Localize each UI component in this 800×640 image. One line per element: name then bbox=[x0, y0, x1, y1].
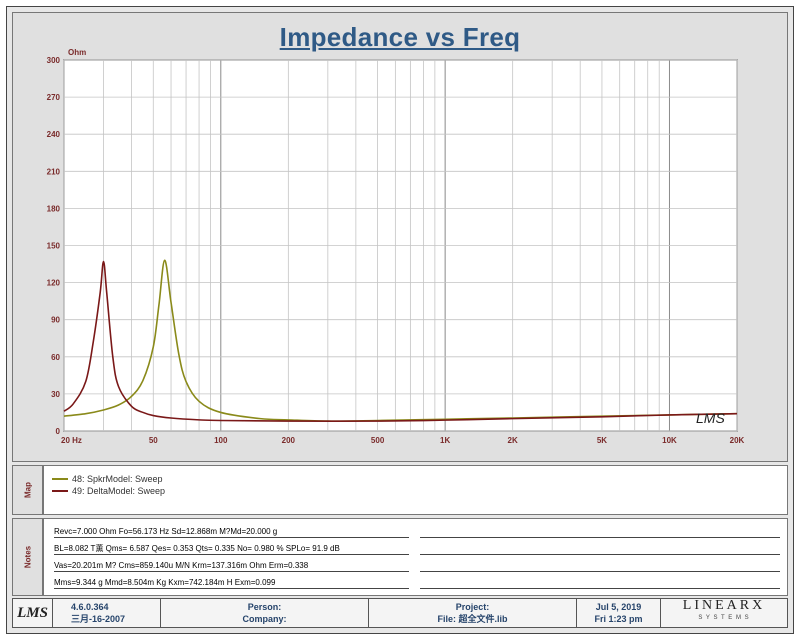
y-tick-label: 180 bbox=[47, 204, 61, 213]
notes-tab: Notes bbox=[12, 518, 43, 596]
y-tick-label: 30 bbox=[51, 390, 60, 399]
x-tick-label: 200 bbox=[282, 436, 296, 445]
linearx-systems-text: S Y S T E M S bbox=[698, 615, 750, 621]
lms-watermark-logo: LMS bbox=[696, 410, 725, 426]
y-tick-label: 120 bbox=[47, 279, 61, 288]
company-label: Company: bbox=[242, 614, 287, 624]
map-tab-label: Map bbox=[23, 482, 32, 498]
legend-swatch bbox=[52, 478, 68, 480]
x-tick-label: 5K bbox=[597, 436, 607, 445]
note-line: Mms=9.344 g Mmd=8.504m Kg Kxm=742.184m H… bbox=[54, 577, 409, 589]
linearx-logo: LINEARX bbox=[682, 598, 766, 613]
note-line: Vas=20.201m M? Cms=859.140u M/N Krm=137.… bbox=[54, 560, 409, 572]
person-label: Person: bbox=[247, 602, 282, 612]
x-tick-label: 2K bbox=[508, 436, 518, 445]
notes-tab-label: Notes bbox=[23, 545, 32, 569]
series-line-2 bbox=[63, 260, 738, 423]
x-tick-label: 1K bbox=[440, 436, 450, 445]
note-blank-line bbox=[420, 577, 780, 589]
grid bbox=[63, 59, 738, 432]
series bbox=[63, 259, 738, 423]
legend-label: 48: SpkrModel: Sweep bbox=[72, 474, 163, 484]
y-tick-label: 210 bbox=[47, 167, 61, 176]
y-tick-label: 90 bbox=[51, 316, 60, 325]
footer-date-cell: Jul 5, 2019 Fri 1:23 pm bbox=[577, 599, 661, 627]
x-ticks: 20 Hz 50 100 200 500 1K 2K 5K 10K 20K bbox=[61, 436, 745, 445]
project-label: Project: bbox=[455, 602, 490, 612]
x-tick-label: 100 bbox=[214, 436, 228, 445]
note-blank-line bbox=[420, 560, 780, 572]
version-date: 三月-16-2007 bbox=[71, 614, 126, 624]
footer-bar: LMS 4.6.0.364 三月-16-2007 Person: Company… bbox=[12, 598, 788, 628]
version-number: 4.6.0.364 bbox=[71, 602, 109, 612]
y-tick-label: 0 bbox=[56, 427, 61, 436]
note-blank-line bbox=[420, 543, 780, 555]
x-tick-label: 50 bbox=[149, 436, 158, 445]
footer-project-cell: Project: File: 超全文件.lib bbox=[369, 599, 577, 627]
y-axis-label: Ohm bbox=[68, 48, 86, 57]
note-line: Revc=7.000 Ohm Fo=56.173 Hz Sd=12.868m M… bbox=[54, 526, 409, 538]
note-line: BL=8.082 T薫 Qms= 6.587 Qes= 0.353 Qts= 0… bbox=[54, 543, 409, 555]
y-tick-label: 270 bbox=[47, 93, 61, 102]
y-ticks: 0 30 60 90 120 150 180 210 240 270 300 bbox=[47, 56, 61, 436]
report-date: Jul 5, 2019 bbox=[595, 602, 642, 612]
report-time: Fri 1:23 pm bbox=[594, 614, 643, 624]
map-tab: Map bbox=[12, 465, 43, 515]
footer-person-cell: Person: Company: bbox=[161, 599, 369, 627]
y-tick-label: 240 bbox=[47, 130, 61, 139]
y-tick-label: 60 bbox=[51, 353, 60, 362]
x-tick-label: 20K bbox=[730, 436, 745, 445]
chart-title: Impedance vs Freq bbox=[279, 22, 521, 52]
y-tick-label: 150 bbox=[47, 242, 61, 251]
legend-item: 48: SpkrModel: Sweep bbox=[52, 474, 163, 484]
file-label: File: 超全文件.lib bbox=[437, 614, 508, 624]
x-tick-label: 10K bbox=[662, 436, 677, 445]
legend-panel: 48: SpkrModel: Sweep 49: DeltaModel: Swe… bbox=[43, 465, 788, 515]
legend-label: 49: DeltaModel: Sweep bbox=[72, 486, 166, 496]
legend-swatch bbox=[52, 490, 68, 492]
notes-panel: Revc=7.000 Ohm Fo=56.173 Hz Sd=12.868m M… bbox=[43, 518, 788, 596]
x-tick-label: 20 Hz bbox=[61, 436, 82, 445]
footer-logo-cell: LMS bbox=[13, 599, 53, 627]
note-blank-line bbox=[420, 526, 780, 538]
legend-item: 49: DeltaModel: Sweep bbox=[52, 486, 165, 496]
footer-brand-cell: LINEARX S Y S T E M S bbox=[661, 599, 787, 627]
x-tick-label: 500 bbox=[371, 436, 385, 445]
footer-version-cell: 4.6.0.364 三月-16-2007 bbox=[53, 599, 161, 627]
y-tick-label: 300 bbox=[47, 56, 61, 65]
footer-lms-logo: LMS bbox=[17, 605, 48, 621]
